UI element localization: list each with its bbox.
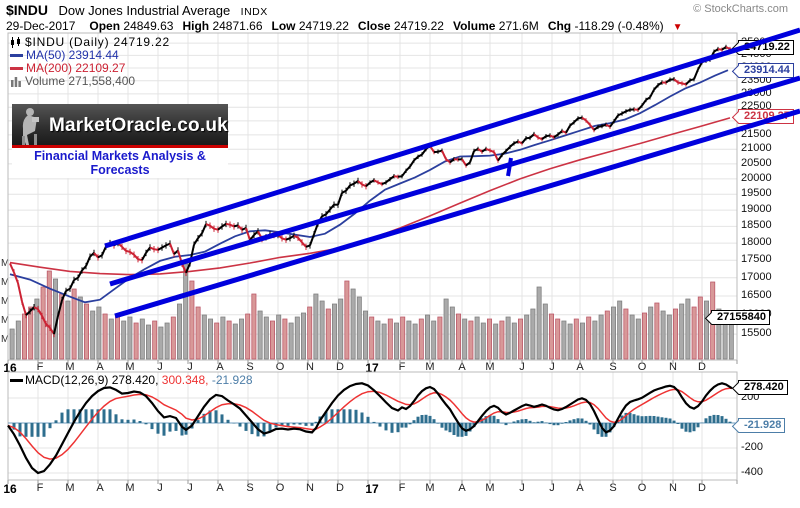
macd-value: 278.420, [111,373,159,387]
index-name: Dow Jones Industrial Average [58,3,231,18]
volume-value-callout: 27155840 [711,310,770,325]
date-tick-label: M [425,482,435,494]
date-tick-label: N [669,482,677,494]
macd-signal-value: 300.348, [161,373,209,387]
date-tick-label: J [157,482,163,494]
ohlc-summary-bar: 29-Dec-2017 Open 24849.63 High 24871.66 Low… [6,19,796,33]
ma50-value-callout: 23914.44 [738,63,794,78]
macd-legend-label: MACD(12,26,9) [25,373,109,387]
ticker-symbol: $INDU [6,2,49,18]
legend-ma200-row: MA(200) 22109.27 [10,62,170,75]
clipped-volume-scale-label: M [1,334,10,345]
ohlc-field-volume: Volume 271.6M [452,19,539,33]
date-tick-label: J [519,361,525,373]
logo-red-rule [12,145,228,148]
date-tick-label: A [96,482,104,494]
date-tick-label: F [398,361,406,373]
chart-title-bar: $INDU Dow Jones Industrial Average INDX … [6,2,796,18]
date-tick-label: A [216,361,224,373]
marketoracle-title: MarketOracle.co.uk [49,115,228,136]
ohlc-field-open: Open 24849.63 [89,19,174,33]
date-tick-label: 17 [365,482,379,496]
candlestick-icon [11,37,20,48]
ma200-line-swatch [10,67,23,70]
marketoracle-watermark: MarketOracle.co.uk Financial Markets Ana… [12,104,228,178]
clipped-volume-scale-label: M [1,296,10,307]
date-tick-label: S [609,482,617,494]
date-tick-label: F [36,482,44,494]
ohlc-field-close: Close 24719.22 [357,19,444,33]
date-tick-label: M [125,482,135,494]
date-tick-label: M [485,482,495,494]
date-tick-label: D [336,482,344,494]
date-tick-label: O [637,361,647,373]
macd-tick-label: -200 [741,441,764,453]
date-tick-label: A [96,361,104,373]
ma50-line-swatch [10,54,23,57]
clipped-volume-scale-label: M [1,277,10,288]
marketoracle-subtitle: Financial Markets Analysis & Forecasts [12,148,228,178]
date-tick-label: D [698,482,706,494]
ohlc-field-chg: Chg -118.29 (-0.48%) [547,19,664,33]
date-tick-label: S [609,361,617,373]
date-tick-label: O [637,482,647,494]
date-tick-label: N [669,361,677,373]
legend-volume-row: Volume 271,558,400 [10,75,170,88]
date-tick-label: O [275,361,285,373]
date-tick-label: M [425,361,435,373]
date-tick-label: J [187,482,193,494]
date-tick-label: A [216,482,224,494]
date-tick-label: J [549,361,555,373]
date-tick-label: M [485,361,495,373]
date-tick-label: O [275,482,285,494]
date-tick-label: J [187,361,193,373]
price-tick-label: 15500 [741,327,772,339]
main-chart-legend: $INDU (Daily) 24719.22 MA(50) 23914.44 M… [10,36,170,88]
ohlc-field-high: High 24871.66 [182,19,263,33]
macd-hist-callout: -21.928 [738,418,786,433]
legend-ma50-row: MA(50) 23914.44 [10,49,170,62]
date-tick-label: A [576,361,584,373]
ohlc-field-low: Low 24719.22 [271,19,349,33]
macd-hist-value: -21.928 [211,373,253,387]
exchange-label: INDX [240,6,268,18]
macd-tick-label: -400 [741,466,764,478]
change-down-arrow-icon: ▼ [672,22,683,33]
date-tick-label: S [246,361,254,373]
copyright-attribution: © StockCharts.com [693,3,788,15]
date-tick-label: D [336,361,344,373]
date-tick-label: F [36,361,44,373]
date-tick-label: J [549,482,555,494]
volume-bars-icon [11,77,21,87]
date-tick-label: F [398,482,406,494]
quote-date: 29-Dec-2017 [6,19,76,33]
date-tick-label: A [576,482,584,494]
date-tick-label: M [65,482,75,494]
date-tick-label: D [698,361,706,373]
macd-line-swatch [10,379,23,383]
date-tick-label: 16 [3,482,17,496]
thinker-statue-icon [22,108,39,146]
legend-ma200-label: MA(200) 22109.27 [26,61,126,75]
macd-value-callout: 278.420 [738,380,788,395]
last-price-callout: 24719.22 [738,40,794,55]
ma200-value-callout: 22109.27 [738,109,794,124]
clipped-volume-scale-label: M [1,315,10,326]
date-tick-label: M [65,361,75,373]
date-tick-label: A [458,361,466,373]
legend-ma50-label: MA(50) 23914.44 [26,48,119,62]
legend-volume-label: Volume 271,558,400 [25,74,136,88]
macd-legend: MACD(12,26,9) 278.420, 300.348, -21.928 [10,373,253,387]
date-tick-label: A [458,482,466,494]
date-tick-label: M [125,361,135,373]
date-tick-label: N [306,482,314,494]
date-tick-label: N [306,361,314,373]
date-tick-label: J [157,361,163,373]
clipped-volume-scale-label: M [1,258,10,269]
date-tick-label: S [246,482,254,494]
marketoracle-logo-box: MarketOracle.co.uk [12,104,228,148]
date-tick-label: J [519,482,525,494]
